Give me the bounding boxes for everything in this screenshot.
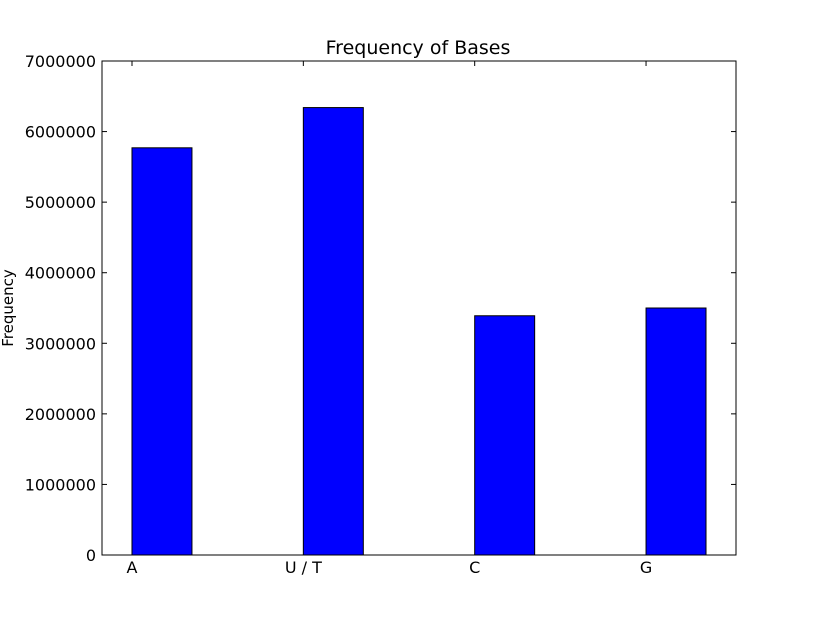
bar-a: [131, 147, 193, 556]
bars-group: [131, 107, 707, 556]
x-tick-label: A: [127, 558, 138, 577]
x-tick-label: U / T: [285, 558, 322, 577]
y-tick-label: 2000000: [25, 405, 96, 424]
y-tick-label: 5000000: [25, 193, 96, 212]
x-tick-label: C: [469, 558, 480, 577]
bar-g: [645, 307, 707, 556]
y-tick-label: 1000000: [25, 475, 96, 494]
bar-c: [474, 315, 536, 556]
y-ticks-group: 0 1000000 2000000 3000000 4000000 5000000 6000…: [25, 52, 736, 565]
plot-frame: [101, 60, 737, 556]
x-ticks-group: A U / T C G: [127, 61, 652, 577]
chart-title: Frequency of Bases: [326, 37, 511, 59]
y-tick-label: 0: [86, 546, 96, 565]
y-tick-label: 6000000: [25, 123, 96, 142]
bar-ut: [302, 107, 364, 556]
x-tick-label: G: [640, 558, 652, 577]
y-tick-label: 4000000: [25, 264, 96, 283]
y-axis-label: Frequency: [0, 269, 17, 347]
y-tick-label: 7000000: [25, 52, 96, 71]
y-tick-label: 3000000: [25, 334, 96, 353]
